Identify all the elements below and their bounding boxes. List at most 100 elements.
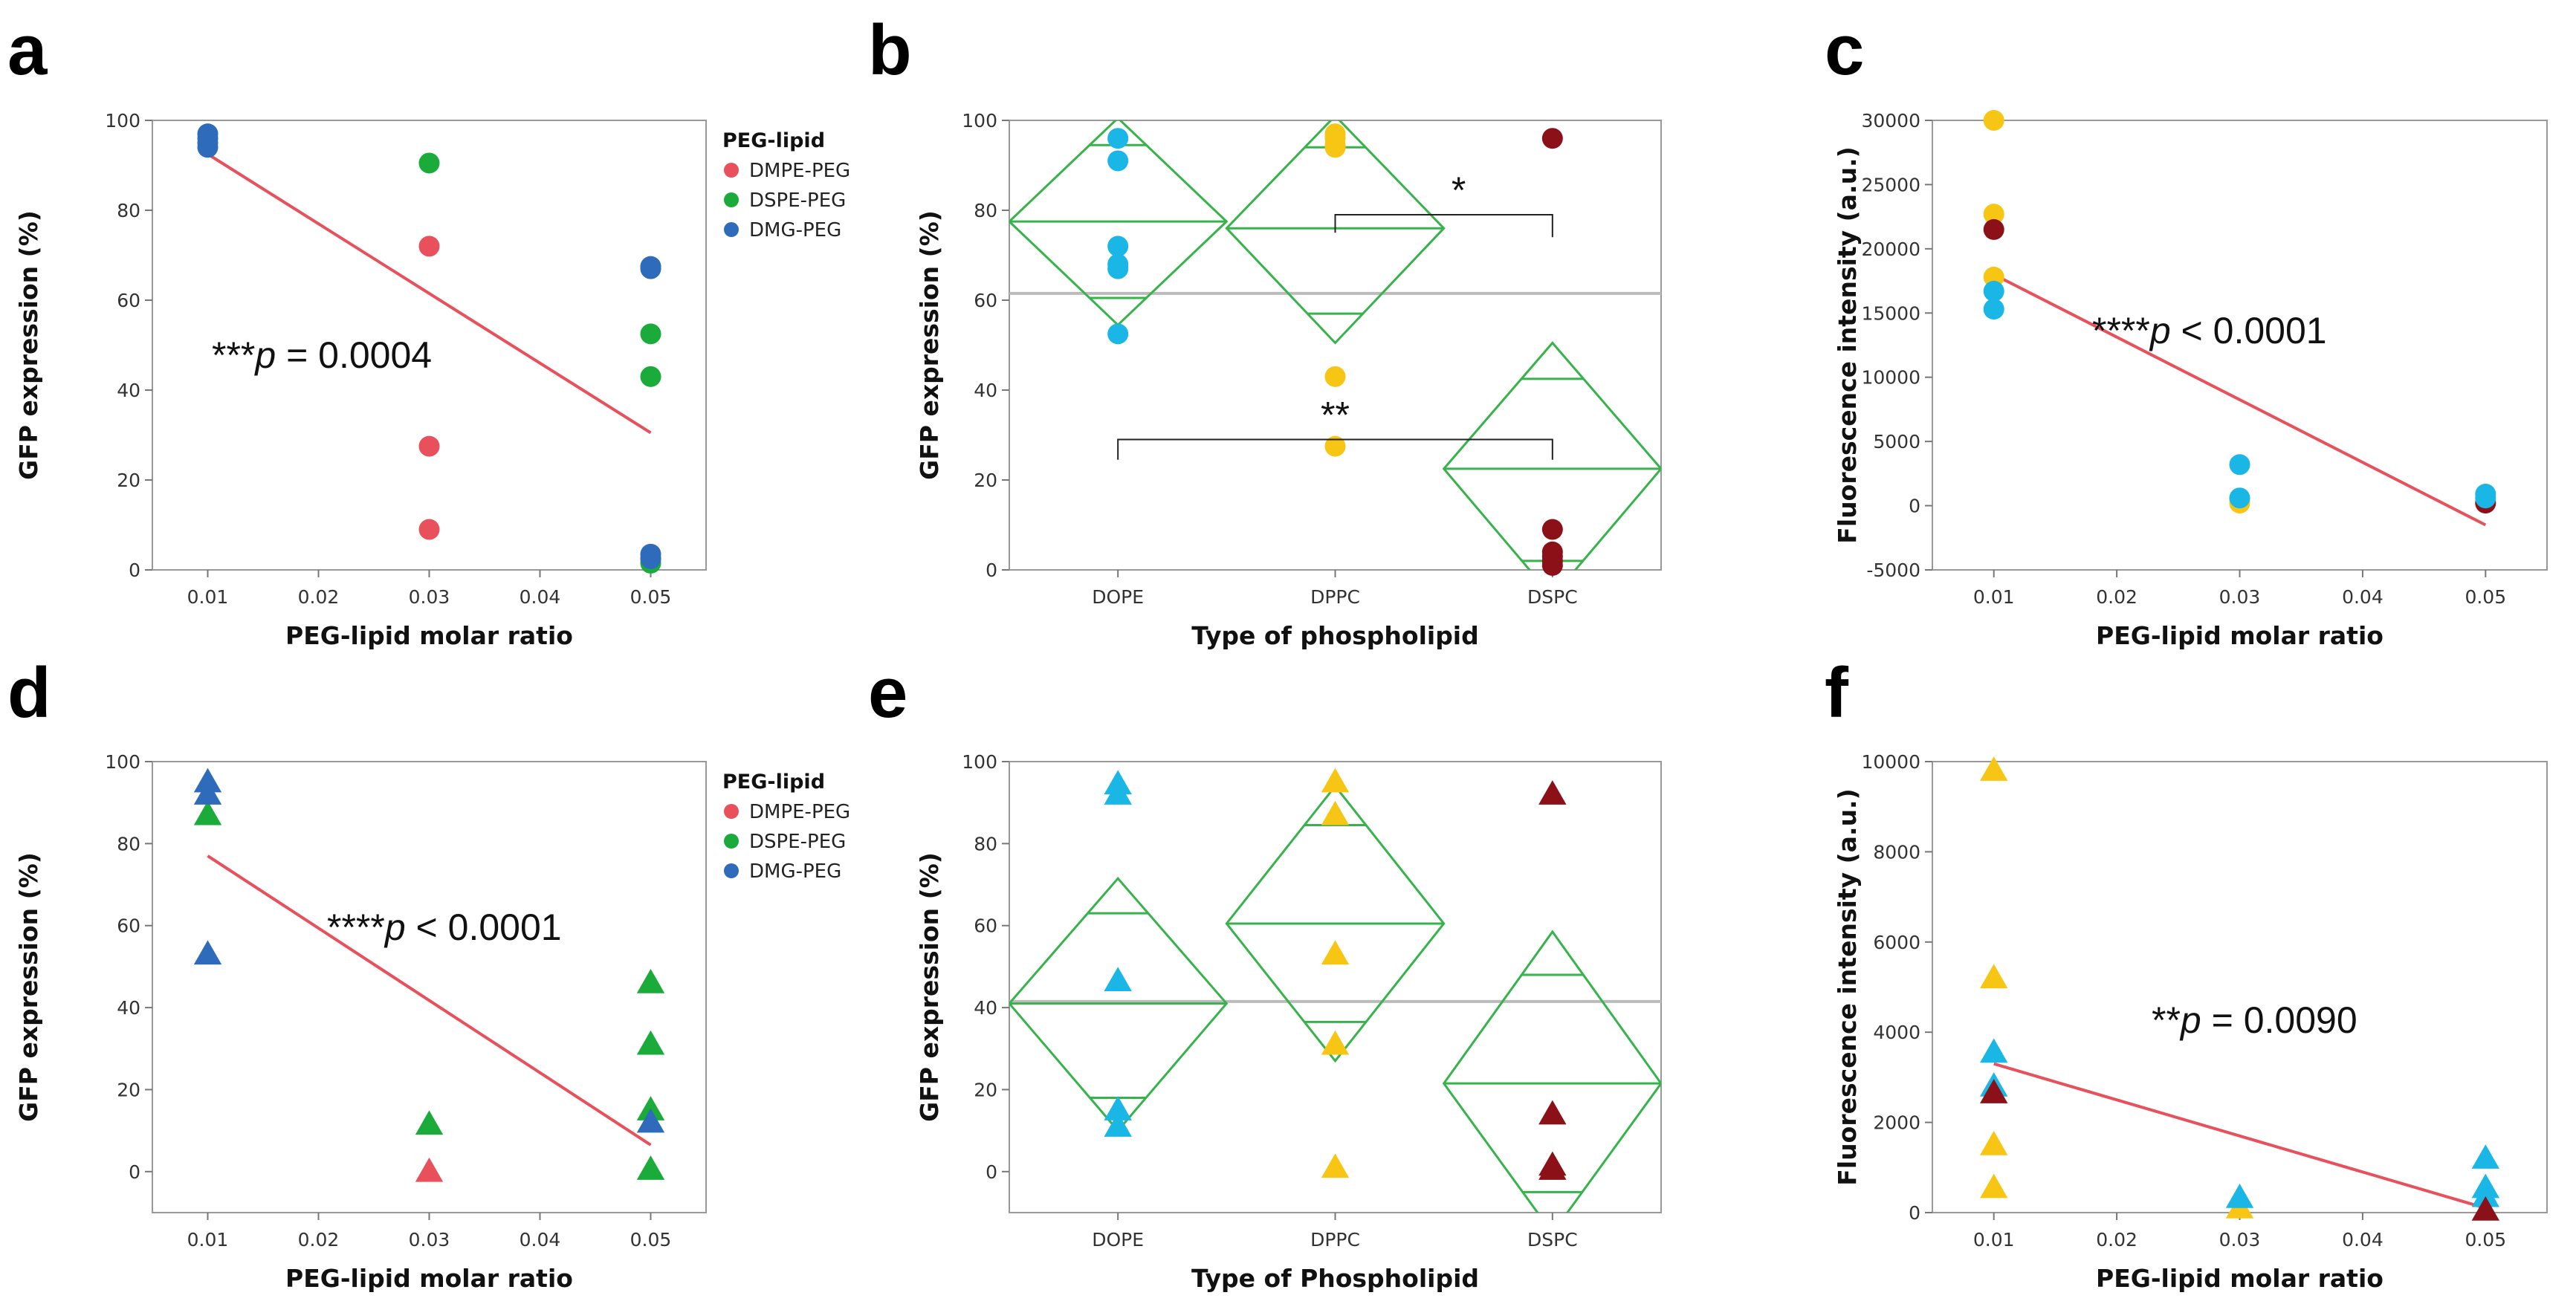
data-point (2229, 487, 2250, 509)
y-tick-label: 100 (105, 110, 140, 132)
x-tick-label: DPPC (1310, 586, 1360, 608)
x-tick-label: DPPC (1310, 1229, 1360, 1251)
stars: *** (212, 334, 255, 376)
data-point (1107, 323, 1129, 345)
y-tick-label: 40 (974, 380, 997, 401)
legend-entry: DMPE-PEG (749, 801, 850, 823)
x-tick-label: 0.02 (298, 586, 340, 608)
x-tick-label: DOPE (1092, 586, 1144, 608)
means-diamond (1442, 341, 1661, 570)
legend-entry: DSPE-PEG (749, 189, 846, 212)
means-diamond (1442, 930, 1661, 1213)
data-point (197, 137, 219, 158)
data-point (1321, 1153, 1350, 1178)
data-point (1983, 299, 2004, 320)
x-tick-label: 0.01 (1973, 586, 2015, 608)
data-point (1541, 519, 1563, 540)
y-tick-label: 10000 (1861, 367, 1920, 389)
data-point (1104, 1096, 1132, 1120)
legend: PEG-lipid DMPE-PEG DSPE-PEG DMG-PEG (722, 771, 850, 883)
p-value-annotation: **p = 0.0090 (2152, 999, 2357, 1041)
data-point (1983, 204, 2004, 225)
significance-label: * (1452, 169, 1466, 211)
x-tick-label: 0.03 (2219, 1229, 2261, 1251)
y-tick-label: 40 (974, 997, 997, 1019)
p-value-annotation: ***p = 0.0004 (212, 334, 432, 376)
panel-letter: d (7, 653, 51, 733)
y-tick-label: -5000 (1866, 559, 1920, 581)
y-tick-label: 80 (974, 200, 997, 221)
data-point (640, 323, 661, 345)
data-point (1324, 137, 1346, 158)
bracket-line (1117, 438, 1553, 460)
fit-line (1993, 273, 2487, 527)
p-value-annotation: ****p < 0.0001 (2092, 310, 2327, 351)
y-tick-label: 4000 (1873, 1022, 1920, 1043)
legend-marker (724, 863, 739, 878)
data-point (1538, 780, 1567, 805)
y-axis-title: Fluorescence intensity (a.u.) (1833, 146, 1862, 543)
data-point (418, 152, 440, 174)
data-point (1107, 150, 1129, 172)
legend-entry: DMPE-PEG (749, 160, 850, 182)
x-tick-label: 0.04 (2342, 1229, 2384, 1251)
panel-letter: f (1825, 653, 1849, 733)
x-tick-label: DOPE (1092, 1229, 1144, 1251)
y-tick-label: 6000 (1873, 932, 1920, 953)
data-point (1321, 800, 1350, 825)
x-tick-label: 0.05 (630, 586, 672, 608)
y-tick-label: 20 (117, 1079, 140, 1100)
y-tick-label: 20 (974, 1079, 997, 1100)
data-point (1324, 435, 1346, 457)
plot-area (1009, 120, 1661, 570)
plot-area (207, 854, 652, 1146)
legend-marker (724, 192, 739, 207)
panel-letter: b (868, 10, 912, 90)
y-tick-label: 5000 (1873, 431, 1920, 452)
data-point (2225, 1183, 2254, 1208)
y-tick-label: 80 (974, 833, 997, 854)
data-point (1104, 780, 1132, 805)
data-point (640, 366, 661, 387)
p-symbol: p (253, 334, 276, 376)
data-point (1538, 1100, 1567, 1125)
legend-marker (724, 834, 739, 849)
p-value: < 0.0001 (2171, 310, 2327, 351)
y-tick-label: 15000 (1861, 302, 1920, 324)
y-tick-label: 0 (1909, 496, 1920, 517)
data-point (1983, 218, 2004, 240)
y-tick-label: 2000 (1873, 1112, 1920, 1134)
legend-marker (724, 804, 739, 819)
p-value: = 0.0004 (276, 334, 432, 376)
y-tick-label: 10000 (1861, 751, 1920, 773)
data-point (636, 1108, 665, 1133)
data-point (193, 780, 222, 805)
data-point (418, 519, 440, 540)
significance-bracket: ** (1117, 395, 1553, 460)
p-symbol: p (384, 906, 406, 948)
x-axis-title: Type of Phospholipid (1191, 1264, 1479, 1293)
data-point (640, 548, 661, 569)
stars: ** (2152, 999, 2181, 1041)
y-tick-label: 0 (129, 559, 140, 581)
panel-a: a 0 20 40 60 80 100 0.01 0.02 0.03 0.04 0.05 PEG-lip… (7, 10, 850, 650)
x-tick-label: 0.04 (520, 586, 561, 608)
data-point (1541, 128, 1563, 149)
data-point (1107, 258, 1129, 279)
p-value-annotation: ****p < 0.0001 (327, 906, 562, 948)
data-point (415, 1110, 444, 1135)
data-point (2471, 1144, 2499, 1169)
x-tick-label: 0.04 (2342, 586, 2384, 608)
x-tick-label: 0.01 (1973, 1229, 2015, 1251)
x-tick-label: 0.05 (2465, 1229, 2506, 1251)
data-point (1538, 1155, 1567, 1180)
data-point (1107, 236, 1129, 257)
data-point (193, 940, 222, 965)
data-point (2471, 1196, 2499, 1221)
y-tick-label: 25000 (1861, 174, 1920, 195)
fit-line (207, 854, 652, 1146)
data-point (1104, 1112, 1132, 1137)
panel-e: e 0 20 40 60 80 100 DOPE DPPC DSPC Type of Phospho… (868, 653, 1662, 1293)
legend-marker (724, 163, 739, 178)
